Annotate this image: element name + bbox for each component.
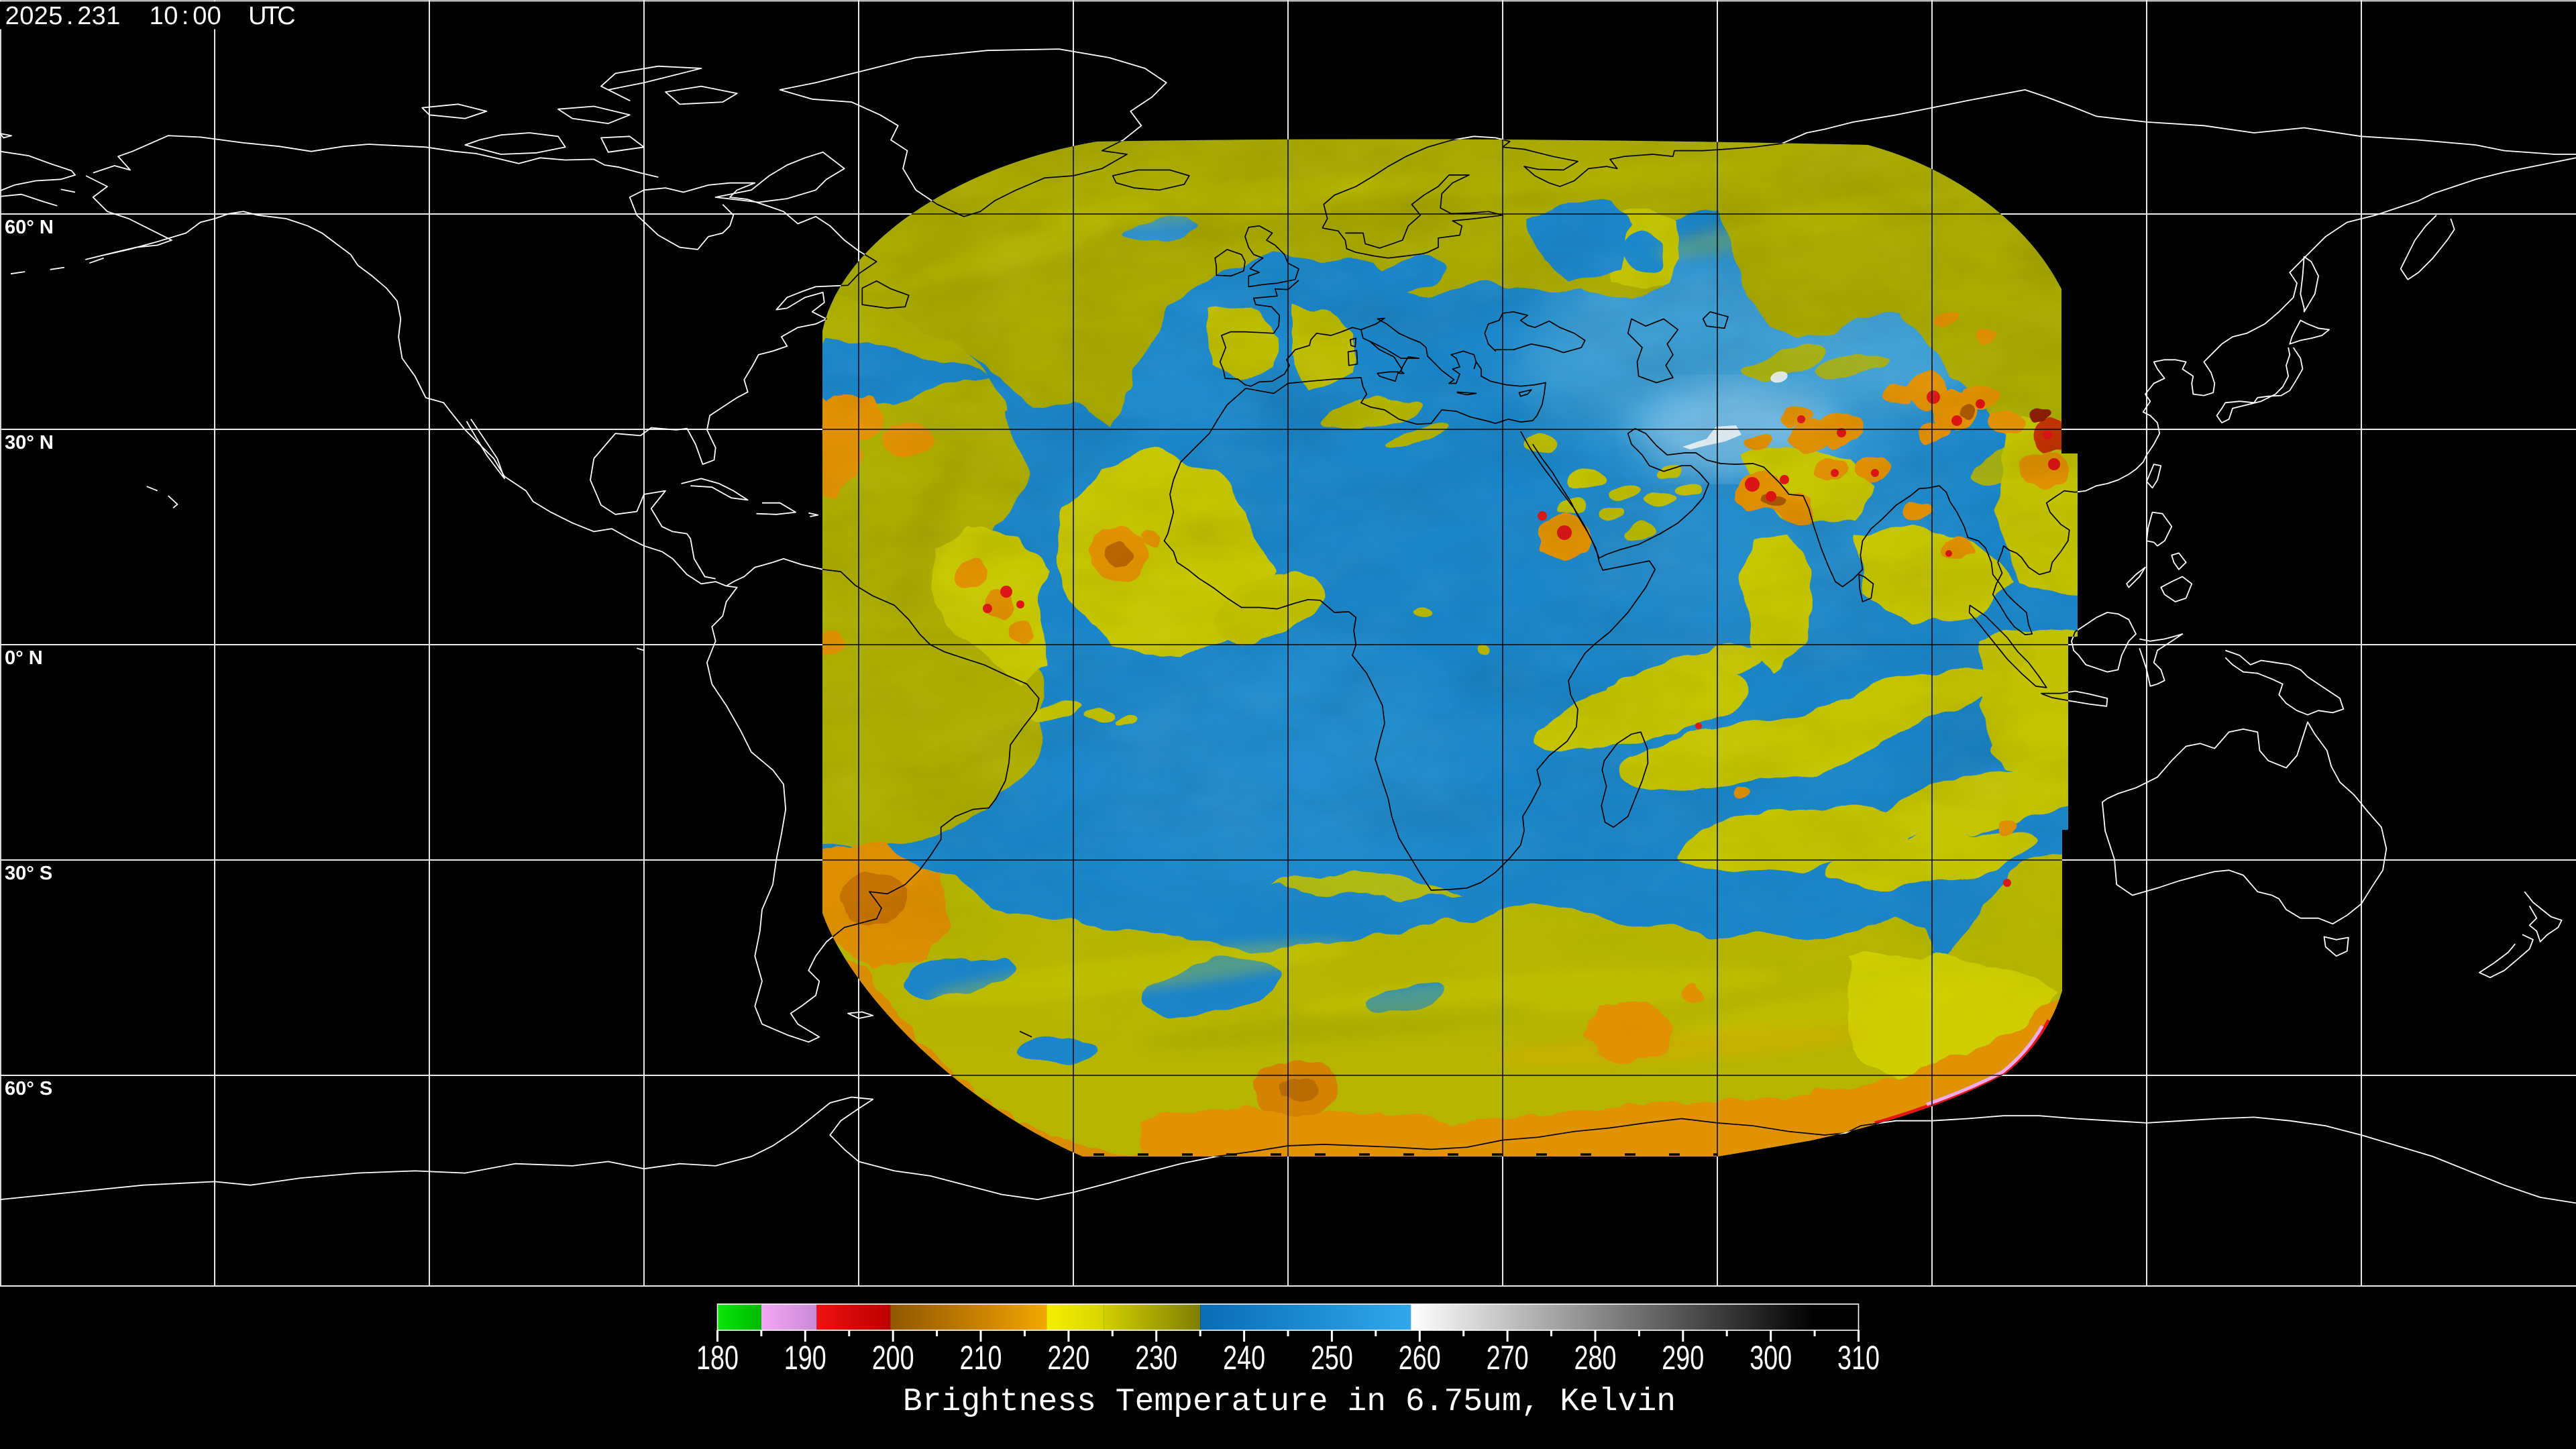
svg-text:0: 0	[207, 2, 221, 30]
svg-text:290: 290	[1662, 1339, 1704, 1377]
svg-text:.: .	[66, 2, 74, 30]
svg-text:3: 3	[92, 2, 106, 30]
svg-text:1: 1	[106, 2, 120, 30]
svg-text::: :	[182, 2, 189, 30]
svg-text:1: 1	[150, 2, 164, 30]
svg-text:310: 310	[1837, 1339, 1880, 1377]
svg-text:60° N: 60° N	[5, 217, 54, 238]
svg-text:60° S: 60° S	[5, 1078, 52, 1099]
svg-text:200: 200	[872, 1339, 914, 1377]
svg-text:U: U	[248, 2, 266, 30]
svg-text:2: 2	[34, 2, 48, 30]
svg-text:0° N: 0° N	[5, 647, 43, 669]
svg-text:0: 0	[164, 2, 178, 30]
svg-text:220: 220	[1047, 1339, 1089, 1377]
svg-text:190: 190	[784, 1339, 826, 1377]
svg-text:230: 230	[1135, 1339, 1177, 1377]
svg-text:0: 0	[19, 2, 34, 30]
svg-text:30° N: 30° N	[5, 432, 54, 453]
svg-text:30° S: 30° S	[5, 863, 52, 884]
svg-text:180: 180	[696, 1339, 739, 1377]
svg-text:270: 270	[1487, 1339, 1529, 1377]
svg-text:240: 240	[1223, 1339, 1265, 1377]
svg-text:2: 2	[5, 2, 19, 30]
svg-text:260: 260	[1399, 1339, 1441, 1377]
svg-text:Brightness Temperature in 6.75: Brightness Temperature in 6.75um, Kelvin	[903, 1384, 1676, 1420]
svg-text:210: 210	[960, 1339, 1002, 1377]
svg-text:T: T	[264, 2, 280, 30]
svg-text:C: C	[277, 2, 295, 30]
svg-text:250: 250	[1311, 1339, 1353, 1377]
svg-text:280: 280	[1574, 1339, 1617, 1377]
svg-text:0: 0	[193, 2, 207, 30]
svg-text:300: 300	[1750, 1339, 1792, 1377]
svg-text:5: 5	[48, 2, 62, 30]
svg-text:2: 2	[77, 2, 91, 30]
